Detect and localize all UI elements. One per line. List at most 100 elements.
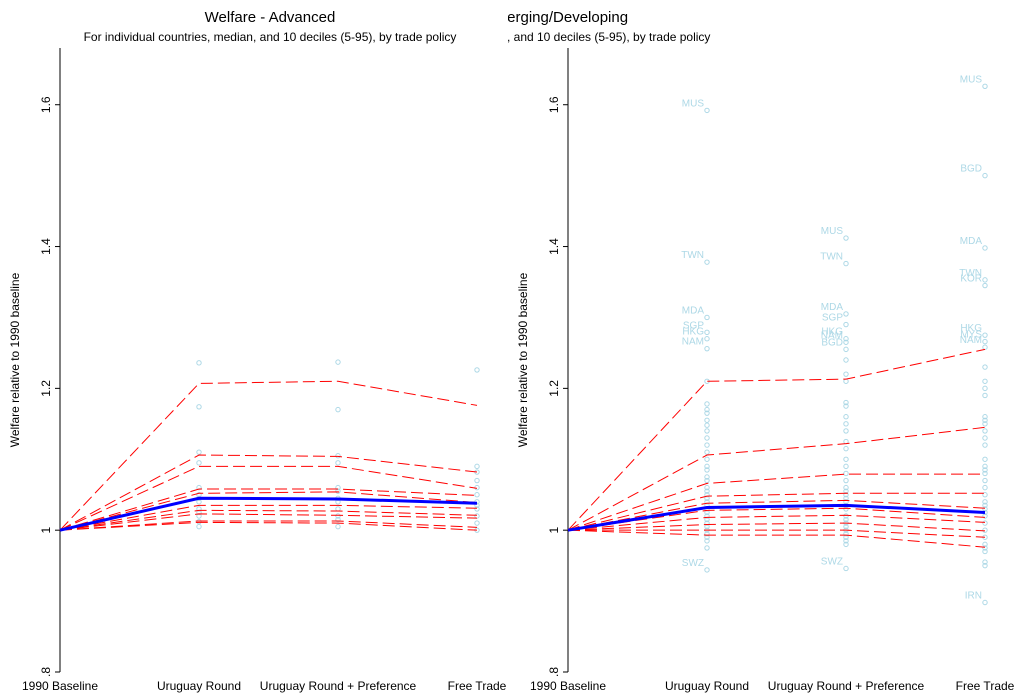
decile-line bbox=[568, 529, 986, 538]
country-point bbox=[982, 527, 988, 533]
country-point bbox=[196, 518, 202, 525]
country-point bbox=[843, 403, 849, 409]
country-point bbox=[982, 484, 988, 491]
country-point bbox=[843, 463, 849, 470]
decile-line bbox=[59, 465, 478, 531]
country-point bbox=[982, 477, 988, 484]
country-point bbox=[982, 513, 988, 519]
country-label: BGD bbox=[821, 337, 843, 348]
decile-line bbox=[567, 529, 986, 548]
country-label: IRN bbox=[965, 591, 982, 602]
chart-title: Welfare - Advanced bbox=[205, 9, 336, 26]
country-point bbox=[704, 488, 710, 494]
country-point bbox=[843, 516, 849, 523]
country-point bbox=[704, 520, 710, 526]
country-point bbox=[474, 506, 480, 512]
country-point bbox=[982, 378, 988, 384]
decile-line bbox=[59, 520, 478, 531]
decile-line bbox=[567, 473, 985, 531]
country-point bbox=[196, 484, 202, 491]
country-point bbox=[474, 513, 480, 519]
country-point bbox=[982, 456, 988, 462]
country-point bbox=[196, 449, 202, 455]
country-point bbox=[196, 460, 202, 466]
x-tick-label: Uruguay Round + Preference bbox=[768, 679, 925, 693]
country-label: MDA bbox=[960, 236, 983, 247]
decile-line bbox=[567, 514, 986, 531]
country-point bbox=[704, 442, 710, 448]
country-label: TWN bbox=[959, 268, 982, 279]
country-point bbox=[704, 545, 710, 551]
country-point bbox=[474, 463, 480, 470]
chart-title: Welfare - Emerging/Developing bbox=[420, 9, 628, 26]
country-point bbox=[982, 548, 988, 555]
country-point bbox=[843, 445, 849, 452]
country-point bbox=[982, 421, 988, 427]
country-point bbox=[843, 235, 849, 241]
country-point bbox=[704, 474, 710, 480]
country-point bbox=[704, 401, 710, 407]
country-point bbox=[704, 538, 710, 544]
country-point bbox=[196, 523, 202, 530]
country-point bbox=[982, 499, 988, 505]
country-point bbox=[335, 484, 341, 491]
country-point bbox=[982, 414, 988, 420]
country-point bbox=[843, 456, 849, 462]
country-point bbox=[982, 344, 988, 350]
country-label: NAM bbox=[821, 330, 843, 341]
y-tick-label: .8 bbox=[547, 667, 561, 677]
chart-subtitle: For individual countries, median, and 10… bbox=[338, 30, 711, 44]
y-tick-label: 1 bbox=[39, 527, 53, 534]
country-label: MYS bbox=[960, 330, 982, 341]
country-point bbox=[982, 83, 988, 89]
decile-line bbox=[59, 491, 478, 531]
x-tick-label: 1990 Baseline bbox=[22, 679, 98, 693]
country-point bbox=[982, 364, 988, 370]
country-point bbox=[982, 172, 988, 179]
y-tick-label: 1.2 bbox=[39, 380, 53, 397]
country-point bbox=[335, 460, 341, 466]
country-point bbox=[704, 492, 710, 498]
country-point bbox=[335, 506, 341, 512]
decile-line bbox=[59, 513, 478, 531]
decile-line bbox=[567, 348, 986, 531]
country-point bbox=[335, 359, 341, 365]
x-tick-label: Uruguay Round + Preference bbox=[260, 679, 417, 693]
y-tick-label: 1.4 bbox=[39, 238, 53, 255]
country-point bbox=[704, 435, 710, 441]
country-label: BGD bbox=[960, 164, 982, 175]
y-tick-label: 1.2 bbox=[547, 380, 561, 397]
panel: Welfare - Advanced For individual countri… bbox=[8, 9, 507, 693]
country-point bbox=[843, 523, 849, 530]
decile-line bbox=[567, 499, 986, 531]
country-point bbox=[704, 417, 710, 423]
country-point bbox=[704, 410, 710, 416]
country-point bbox=[474, 520, 480, 526]
country-point bbox=[982, 599, 988, 606]
country-point bbox=[196, 506, 202, 512]
country-point bbox=[474, 477, 480, 484]
country-point bbox=[704, 107, 710, 114]
country-point bbox=[335, 516, 341, 523]
country-label: MDA bbox=[821, 302, 844, 313]
country-point bbox=[704, 456, 710, 462]
country-point bbox=[982, 502, 988, 509]
country-point bbox=[982, 545, 988, 551]
country-point bbox=[704, 499, 710, 505]
y-tick-label: 1.4 bbox=[547, 238, 561, 255]
country-label: HKG bbox=[821, 327, 843, 338]
country-point bbox=[982, 463, 988, 470]
decile-line bbox=[59, 504, 478, 531]
country-point bbox=[982, 428, 988, 434]
country-label: TWN bbox=[820, 252, 843, 263]
country-point bbox=[843, 541, 849, 548]
country-point bbox=[474, 492, 480, 498]
x-tick-label: Free Trade bbox=[448, 679, 507, 693]
country-point bbox=[843, 421, 849, 427]
y-axis-label: Welfare relative to 1990 baseline bbox=[8, 272, 22, 447]
country-label: NAM bbox=[682, 337, 704, 348]
country-point bbox=[982, 338, 988, 345]
country-label: SGP bbox=[683, 320, 704, 331]
y-tick-label: .8 bbox=[39, 667, 53, 677]
country-point bbox=[474, 367, 480, 373]
